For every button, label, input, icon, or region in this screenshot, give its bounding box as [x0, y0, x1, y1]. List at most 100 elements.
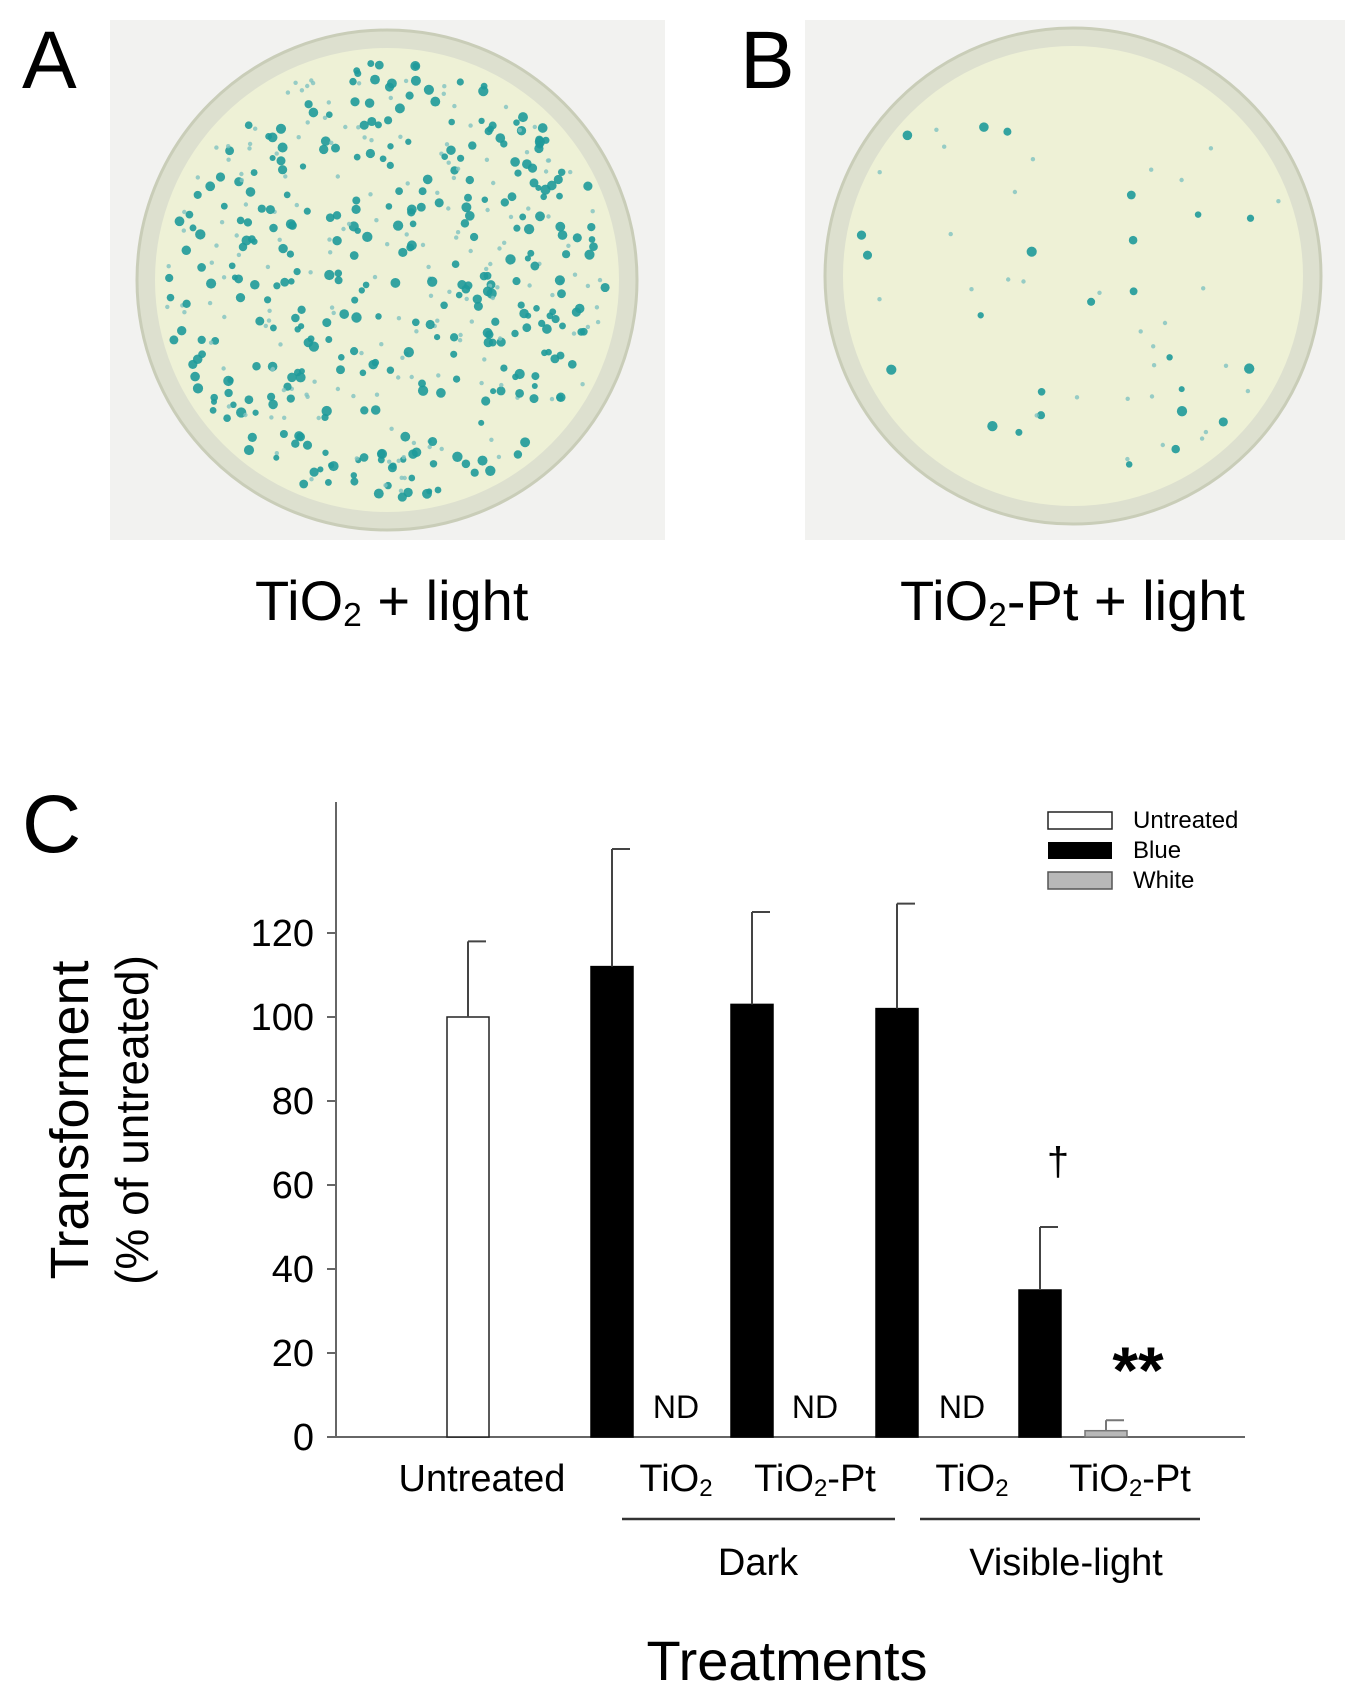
colony-dot — [372, 274, 378, 280]
colony-dot — [214, 243, 219, 248]
colony-dot — [472, 294, 482, 304]
colony-dot — [568, 169, 573, 175]
colony-dot — [223, 414, 231, 423]
colony-dot — [414, 329, 419, 334]
colony-dot — [436, 388, 446, 398]
colony-dot — [508, 214, 514, 220]
colony-dot — [277, 142, 288, 153]
colony-dot — [250, 279, 260, 290]
colony-dot — [532, 124, 537, 130]
colony-dot — [977, 312, 984, 319]
colony-dot — [364, 98, 375, 108]
colony-dot — [222, 314, 227, 320]
colony-dot — [948, 231, 953, 237]
y-tick-label: 40 — [272, 1249, 314, 1291]
colony-dot — [247, 146, 252, 151]
colony-dot — [557, 168, 566, 177]
colony-dot — [535, 135, 544, 144]
colony-dot — [269, 223, 278, 233]
plate-b-colonies — [856, 122, 1281, 468]
colony-dot — [324, 269, 335, 281]
colony-dot — [247, 432, 257, 443]
colony-dot — [266, 318, 272, 323]
colony-dot — [588, 236, 596, 243]
colony-dot — [181, 245, 192, 256]
colony-dot — [379, 342, 384, 347]
colony-dot — [322, 318, 332, 328]
colony-dot — [281, 387, 287, 393]
colony-dot — [1129, 287, 1138, 296]
colony-dot — [572, 272, 578, 277]
colony-dot — [446, 206, 451, 211]
colony-dot — [485, 207, 490, 213]
colony-dot — [491, 180, 496, 186]
colony-dot — [587, 222, 596, 232]
colony-dot — [522, 323, 532, 333]
colony-dot — [1026, 246, 1037, 257]
colony-dot — [1201, 286, 1206, 291]
colony-dot — [1171, 444, 1180, 454]
colony-dot — [304, 100, 313, 109]
colony-dot — [209, 260, 214, 265]
colony-dot — [523, 223, 535, 235]
colony-dot — [388, 95, 393, 101]
y-tick-label: 100 — [251, 997, 314, 1039]
colony-dot — [451, 175, 457, 181]
colony-dot — [535, 211, 545, 222]
colony-dot — [305, 120, 310, 125]
colony-dot — [244, 121, 253, 130]
colony-dot — [557, 230, 568, 240]
colony-dot — [374, 218, 379, 223]
colony-dot — [205, 181, 216, 192]
colony-dot — [395, 187, 403, 195]
colony-dot — [1138, 329, 1143, 334]
colony-dot — [392, 220, 404, 231]
colony-dot — [427, 276, 438, 287]
colony-dot — [320, 136, 331, 146]
colony-dot — [334, 269, 343, 278]
colony-dot — [398, 488, 404, 493]
colony-dot — [332, 235, 342, 246]
colony-dot — [556, 192, 563, 200]
colony-dot — [367, 116, 377, 127]
colony-dot — [562, 250, 571, 259]
colony-dot — [484, 266, 489, 272]
colony-dot — [496, 454, 502, 460]
colony-dot — [1003, 127, 1012, 136]
colony-dot — [902, 130, 913, 141]
colony-dot — [308, 270, 313, 275]
panel-b-letter: B — [740, 15, 795, 106]
colony-dot — [1178, 386, 1185, 393]
colony-dot — [1179, 177, 1184, 183]
colony-dot — [557, 289, 566, 299]
colony-dot — [469, 319, 474, 324]
colony-dot — [1125, 396, 1130, 401]
colony-dot — [441, 91, 446, 97]
colony-dot — [263, 296, 272, 304]
colony-dot — [350, 347, 359, 356]
colony-dot — [403, 347, 414, 358]
y-axis-label-line1: Transforment — [40, 960, 100, 1279]
colony-dot — [374, 121, 382, 129]
colony-dot — [1128, 235, 1138, 245]
colony-dot — [470, 468, 479, 477]
colony-dot — [387, 463, 397, 473]
colony-dot — [369, 138, 374, 143]
colony-dot — [550, 292, 555, 298]
colony-dot — [529, 394, 539, 404]
colony-dot — [386, 366, 395, 374]
colony-dot — [375, 313, 382, 320]
legend-swatch-white — [1047, 871, 1113, 890]
legend-label-white: White — [1133, 867, 1194, 894]
colony-dot — [223, 375, 234, 387]
colony-dot — [325, 213, 335, 223]
colony-dot — [291, 439, 300, 448]
colony-dot — [464, 296, 469, 302]
colony-dot — [1006, 277, 1011, 282]
colony-dot — [517, 128, 522, 133]
colony-dot — [551, 315, 560, 324]
colony-dot — [468, 248, 473, 254]
colony-dot — [464, 193, 472, 202]
group-label-visible-light: Visible-light — [969, 1542, 1163, 1584]
colony-dot — [554, 275, 565, 286]
